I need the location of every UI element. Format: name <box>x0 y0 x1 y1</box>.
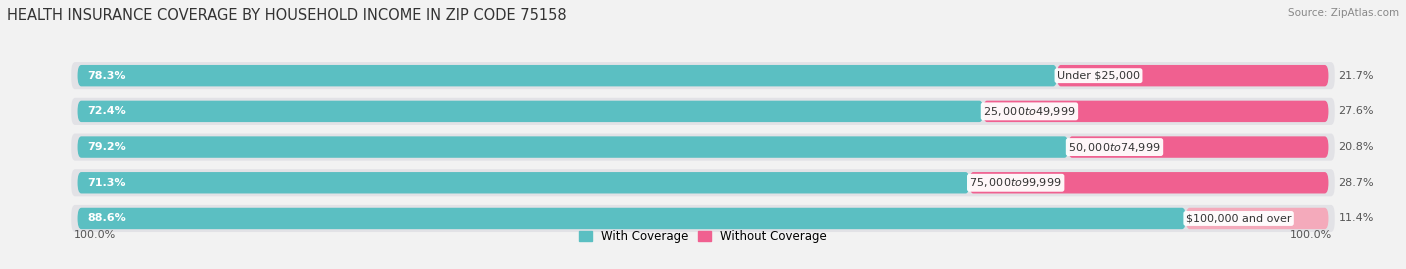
FancyBboxPatch shape <box>77 65 1057 86</box>
Text: 72.4%: 72.4% <box>87 106 127 116</box>
Text: 20.8%: 20.8% <box>1339 142 1374 152</box>
FancyBboxPatch shape <box>77 172 970 193</box>
Text: Under $25,000: Under $25,000 <box>1057 71 1140 81</box>
Text: $50,000 to $74,999: $50,000 to $74,999 <box>1069 141 1161 154</box>
Text: 88.6%: 88.6% <box>87 214 127 224</box>
Text: 11.4%: 11.4% <box>1339 214 1374 224</box>
FancyBboxPatch shape <box>72 169 1334 196</box>
Text: 21.7%: 21.7% <box>1339 71 1374 81</box>
FancyBboxPatch shape <box>1185 208 1329 229</box>
FancyBboxPatch shape <box>72 62 1334 89</box>
Text: $100,000 and over: $100,000 and over <box>1185 214 1291 224</box>
Legend: With Coverage, Without Coverage: With Coverage, Without Coverage <box>574 225 832 248</box>
Text: $25,000 to $49,999: $25,000 to $49,999 <box>983 105 1076 118</box>
Text: $75,000 to $99,999: $75,000 to $99,999 <box>970 176 1062 189</box>
FancyBboxPatch shape <box>77 101 983 122</box>
Text: 79.2%: 79.2% <box>87 142 127 152</box>
FancyBboxPatch shape <box>970 172 1329 193</box>
Text: 78.3%: 78.3% <box>87 71 127 81</box>
Text: HEALTH INSURANCE COVERAGE BY HOUSEHOLD INCOME IN ZIP CODE 75158: HEALTH INSURANCE COVERAGE BY HOUSEHOLD I… <box>7 8 567 23</box>
FancyBboxPatch shape <box>72 98 1334 125</box>
Text: Source: ZipAtlas.com: Source: ZipAtlas.com <box>1288 8 1399 18</box>
FancyBboxPatch shape <box>77 208 1185 229</box>
Text: 100.0%: 100.0% <box>1289 230 1333 240</box>
Text: 27.6%: 27.6% <box>1339 106 1374 116</box>
FancyBboxPatch shape <box>1057 65 1329 86</box>
FancyBboxPatch shape <box>72 205 1334 232</box>
Text: 100.0%: 100.0% <box>73 230 117 240</box>
Text: 28.7%: 28.7% <box>1339 178 1374 188</box>
FancyBboxPatch shape <box>72 133 1334 161</box>
FancyBboxPatch shape <box>1069 136 1329 158</box>
FancyBboxPatch shape <box>983 101 1329 122</box>
FancyBboxPatch shape <box>77 136 1069 158</box>
Text: 71.3%: 71.3% <box>87 178 127 188</box>
